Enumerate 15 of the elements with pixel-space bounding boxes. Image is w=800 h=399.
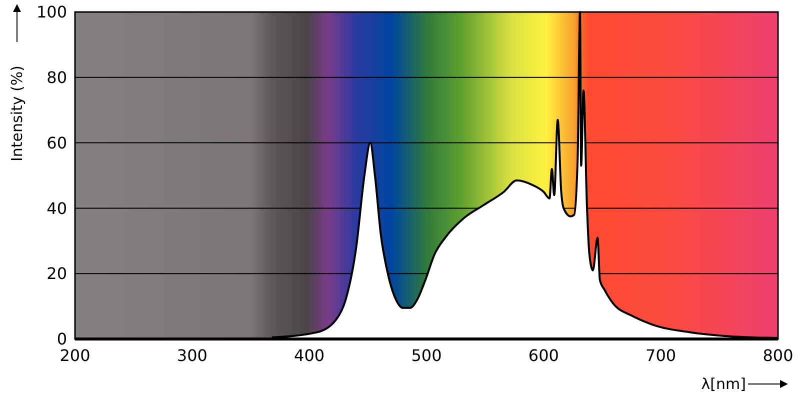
y-tick-label: 80: [46, 68, 67, 87]
y-tick-label: 100: [36, 2, 67, 22]
y-tick-label: 40: [46, 198, 67, 218]
x-tick-label: 400: [294, 346, 325, 365]
x-tick-label: 500: [411, 346, 442, 365]
x-tick-label: 300: [176, 346, 208, 365]
y-tick-label: 20: [46, 264, 67, 284]
x-tick-label: 700: [646, 346, 676, 365]
y-tick-label: 0: [56, 330, 67, 349]
x-tick-label: 200: [60, 346, 90, 365]
x-tick-label: 800: [762, 346, 794, 365]
y-tick-label: 60: [46, 133, 67, 152]
y-axis-title: Intensity (%): [8, 65, 26, 162]
x-tick-label: 600: [528, 346, 559, 365]
x-axis-title: λ[nm]: [701, 375, 746, 393]
